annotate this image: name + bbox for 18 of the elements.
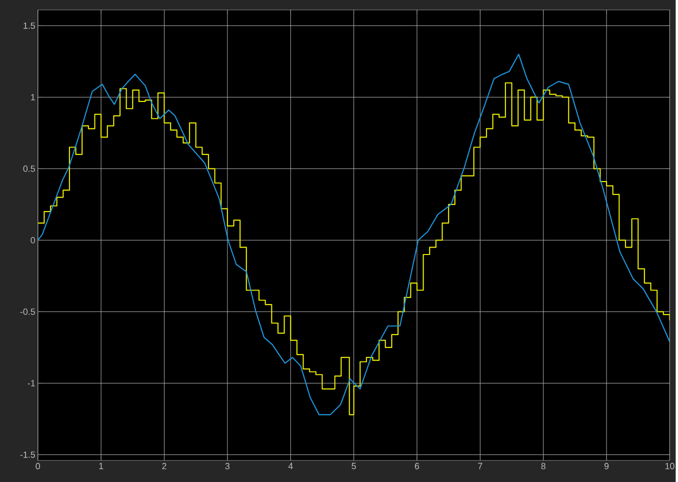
x-tick-label: 1 (99, 462, 104, 469)
x-tick-label: 10 (665, 462, 674, 470)
x-tick-label: 7 (478, 462, 482, 469)
x-tick-label: 8 (541, 462, 546, 470)
x-tick-label: 5 (352, 462, 356, 470)
y-tick-label: 1.5 (24, 22, 35, 29)
y-tick-label: -0.5 (20, 308, 35, 315)
x-tick-label: 6 (414, 462, 420, 470)
y-tick-label: 1 (31, 94, 35, 100)
x-tick-label: 2 (162, 462, 166, 469)
x-tick-label: 0 (36, 462, 40, 470)
x-tick-label: 3 (225, 462, 230, 470)
y-tick-label: -1 (28, 380, 35, 386)
y-tick-label: 0.5 (23, 165, 35, 172)
x-tick-label: 9 (604, 462, 609, 470)
y-tick-label: 0 (30, 236, 36, 244)
x-tick-label: 4 (288, 462, 293, 469)
y-tick-label: -1.5 (20, 451, 35, 458)
